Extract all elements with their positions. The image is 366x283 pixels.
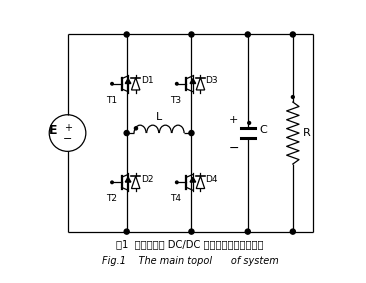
Circle shape	[291, 96, 294, 98]
Text: L: L	[156, 112, 162, 122]
Polygon shape	[190, 177, 196, 182]
Text: T1: T1	[106, 96, 117, 105]
Text: D3: D3	[206, 76, 218, 85]
Circle shape	[245, 229, 250, 234]
Text: T3: T3	[171, 96, 182, 105]
Text: −: −	[63, 134, 72, 144]
Circle shape	[176, 83, 178, 85]
Text: Fig.1    The main topol      of system: Fig.1 The main topol of system	[102, 256, 279, 266]
Text: +: +	[64, 123, 71, 133]
Circle shape	[189, 32, 194, 37]
Circle shape	[124, 32, 129, 37]
Polygon shape	[190, 79, 196, 83]
Polygon shape	[125, 79, 131, 83]
Circle shape	[134, 127, 138, 130]
Text: 图1  双向升降压 DC/DC 变换器主电路拓扑结构: 图1 双向升降压 DC/DC 变换器主电路拓扑结构	[116, 239, 264, 249]
Circle shape	[248, 121, 251, 124]
Text: D4: D4	[206, 175, 218, 184]
Polygon shape	[125, 177, 131, 182]
Text: D2: D2	[141, 175, 153, 184]
Text: C: C	[259, 125, 267, 135]
Text: T4: T4	[171, 194, 182, 203]
Circle shape	[124, 229, 129, 234]
Text: T2: T2	[106, 194, 117, 203]
Circle shape	[111, 181, 113, 184]
Circle shape	[176, 181, 178, 184]
Text: +: +	[229, 115, 238, 125]
Circle shape	[124, 130, 129, 136]
Circle shape	[245, 32, 250, 37]
Circle shape	[290, 32, 295, 37]
Circle shape	[290, 229, 295, 234]
Text: R: R	[303, 128, 311, 138]
Text: E: E	[49, 124, 58, 137]
Text: −: −	[228, 142, 239, 155]
Circle shape	[111, 83, 113, 85]
Text: D1: D1	[141, 76, 153, 85]
Circle shape	[189, 229, 194, 234]
Circle shape	[189, 130, 194, 136]
